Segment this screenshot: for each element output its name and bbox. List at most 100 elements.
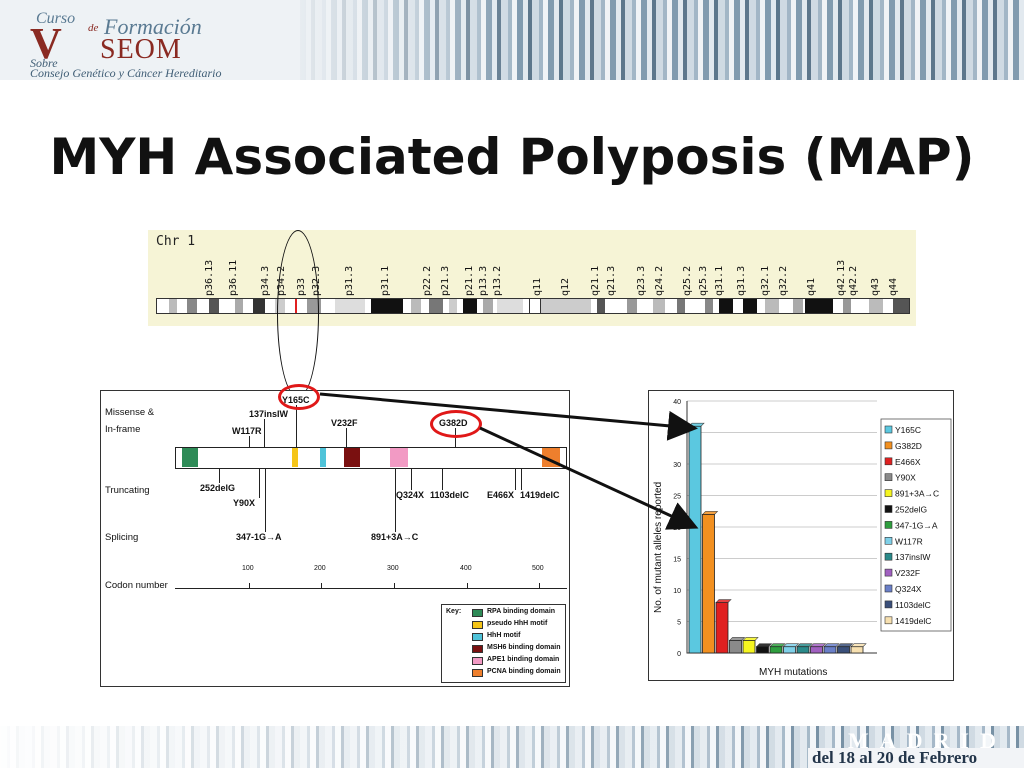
logo-formacion: Formación <box>104 14 202 39</box>
legend-label: W117R <box>895 536 923 546</box>
row-label-splicing: Splicing <box>105 532 139 543</box>
bar-top <box>836 643 854 647</box>
slide-title: MYH Associated Polyposis (MAP) <box>49 128 975 186</box>
band-label: p21.1 <box>464 265 475 296</box>
seom-logo: V Curso de Formación SEOM Sobre Consejo … <box>30 8 300 80</box>
row-label-truncating: Truncating <box>105 485 150 496</box>
logo-de: de <box>88 22 99 34</box>
key-label: MSH6 binding domain <box>487 644 561 651</box>
bar <box>823 646 837 654</box>
bar <box>688 425 702 654</box>
band-label: q32.1 <box>760 265 771 296</box>
legend-swatch <box>884 505 893 513</box>
band-label: q12 <box>560 277 571 296</box>
band-label: q42.13 <box>836 259 847 296</box>
domain-pseudo-hhh <box>292 448 298 467</box>
key-label: APE1 binding domain <box>487 656 560 663</box>
y-tick-label: 15 <box>673 557 681 564</box>
band-label: q21.1 <box>590 265 601 296</box>
codon-tick-label: 500 <box>532 565 544 572</box>
y-tick-label: 25 <box>673 494 681 501</box>
chromosome-bar <box>156 298 910 314</box>
bar-top <box>688 422 705 427</box>
row-label-inframe: In-frame <box>105 424 141 435</box>
legend-swatch <box>884 568 893 577</box>
band-label: p31.3 <box>344 265 355 296</box>
bar-top <box>796 643 813 647</box>
legend-label: 1103delC <box>895 600 931 610</box>
legend-label: 1419delC <box>895 616 931 626</box>
bar <box>756 646 769 654</box>
myh-gene-map: Missense & In-frame Truncating Splicing … <box>100 390 570 687</box>
band-label: q11 <box>532 277 543 296</box>
bar-top <box>755 643 773 647</box>
codon-tick-label: 400 <box>460 565 472 572</box>
band-label: p36.11 <box>228 259 239 296</box>
legend-swatch <box>884 521 893 529</box>
legend-swatch <box>884 441 893 450</box>
domain-hhh <box>320 448 326 467</box>
band-label: q42.2 <box>848 265 859 296</box>
codon-axis <box>175 588 567 589</box>
key-label: RPA binding domain <box>487 608 556 615</box>
legend-label: V232F <box>895 568 920 578</box>
mutation-label: 347-1G→A <box>236 532 282 542</box>
band-label: q44 <box>888 277 899 296</box>
codon-tick-label: 200 <box>314 565 326 572</box>
bar <box>796 646 810 654</box>
key-label: PCNA binding domain <box>487 668 561 675</box>
mutation-label: V232F <box>331 418 358 428</box>
key-swatch <box>472 633 483 641</box>
legend-label: G382D <box>895 441 922 451</box>
band-label: p36.13 <box>204 259 215 296</box>
legend-swatch <box>884 457 893 466</box>
legend-swatch <box>884 425 893 434</box>
bar-chart-svg: 0 5 10 15 20 25 30 35 40 No. of mutant alleles re… <box>653 399 952 678</box>
bar-top <box>850 643 867 647</box>
key-label: pseudo HhH motif <box>487 620 548 627</box>
logo-sobre: Sobre <box>30 56 58 70</box>
bar <box>810 646 823 654</box>
y-tick-label: 30 <box>673 462 681 469</box>
bar <box>837 646 850 654</box>
locus-highlight-ellipse <box>277 230 319 398</box>
bar-top <box>715 599 732 603</box>
band-label: q41 <box>806 277 817 296</box>
bar-top <box>823 643 840 647</box>
key-swatch <box>472 609 483 617</box>
footer-banner: MADRID del 18 al 20 de Febrero <box>0 726 1024 768</box>
header-banner: V Curso de Formación SEOM Sobre Consejo … <box>0 0 1024 80</box>
mutation-label: W117R <box>232 426 262 436</box>
y-tick-label: 5 <box>677 620 681 627</box>
mutation-label: 252delG <box>200 483 236 493</box>
bar <box>702 514 715 654</box>
bar-top <box>782 643 800 647</box>
mutation-label: 1419delC <box>520 490 560 500</box>
footer-dates-box: del 18 al 20 de Febrero <box>808 748 1024 768</box>
band-label: q23.3 <box>636 265 647 296</box>
legend-label: Y165C <box>895 425 921 435</box>
key-title: Key: <box>446 608 462 615</box>
y-tick-label: 20 <box>673 525 681 532</box>
domain-msh6 <box>344 448 360 467</box>
legend-swatch <box>884 584 893 593</box>
band-label: q21.3 <box>606 265 617 296</box>
band-label: q43 <box>870 277 881 296</box>
centromere <box>529 299 541 313</box>
band-label: q32.2 <box>778 265 789 296</box>
legend-swatch <box>884 552 893 561</box>
bar <box>729 639 742 654</box>
bar-top <box>701 511 719 515</box>
y-axis-label: No. of mutant alleles reported <box>653 482 664 613</box>
bar <box>715 602 729 654</box>
legend-swatch <box>884 600 893 609</box>
legend-label: E466X <box>895 457 921 467</box>
mutation-label: E466X <box>487 490 515 500</box>
band-label: p21.3 <box>440 265 451 296</box>
key-swatch <box>472 621 483 629</box>
band-label: p13.2 <box>492 265 503 296</box>
logo-subtitle: Consejo Genético y Cáncer Hereditario <box>30 66 222 80</box>
row-label-missense: Missense & <box>105 407 155 418</box>
logo-v-mark: V <box>30 19 62 68</box>
legend-label: 137insIW <box>895 552 930 562</box>
